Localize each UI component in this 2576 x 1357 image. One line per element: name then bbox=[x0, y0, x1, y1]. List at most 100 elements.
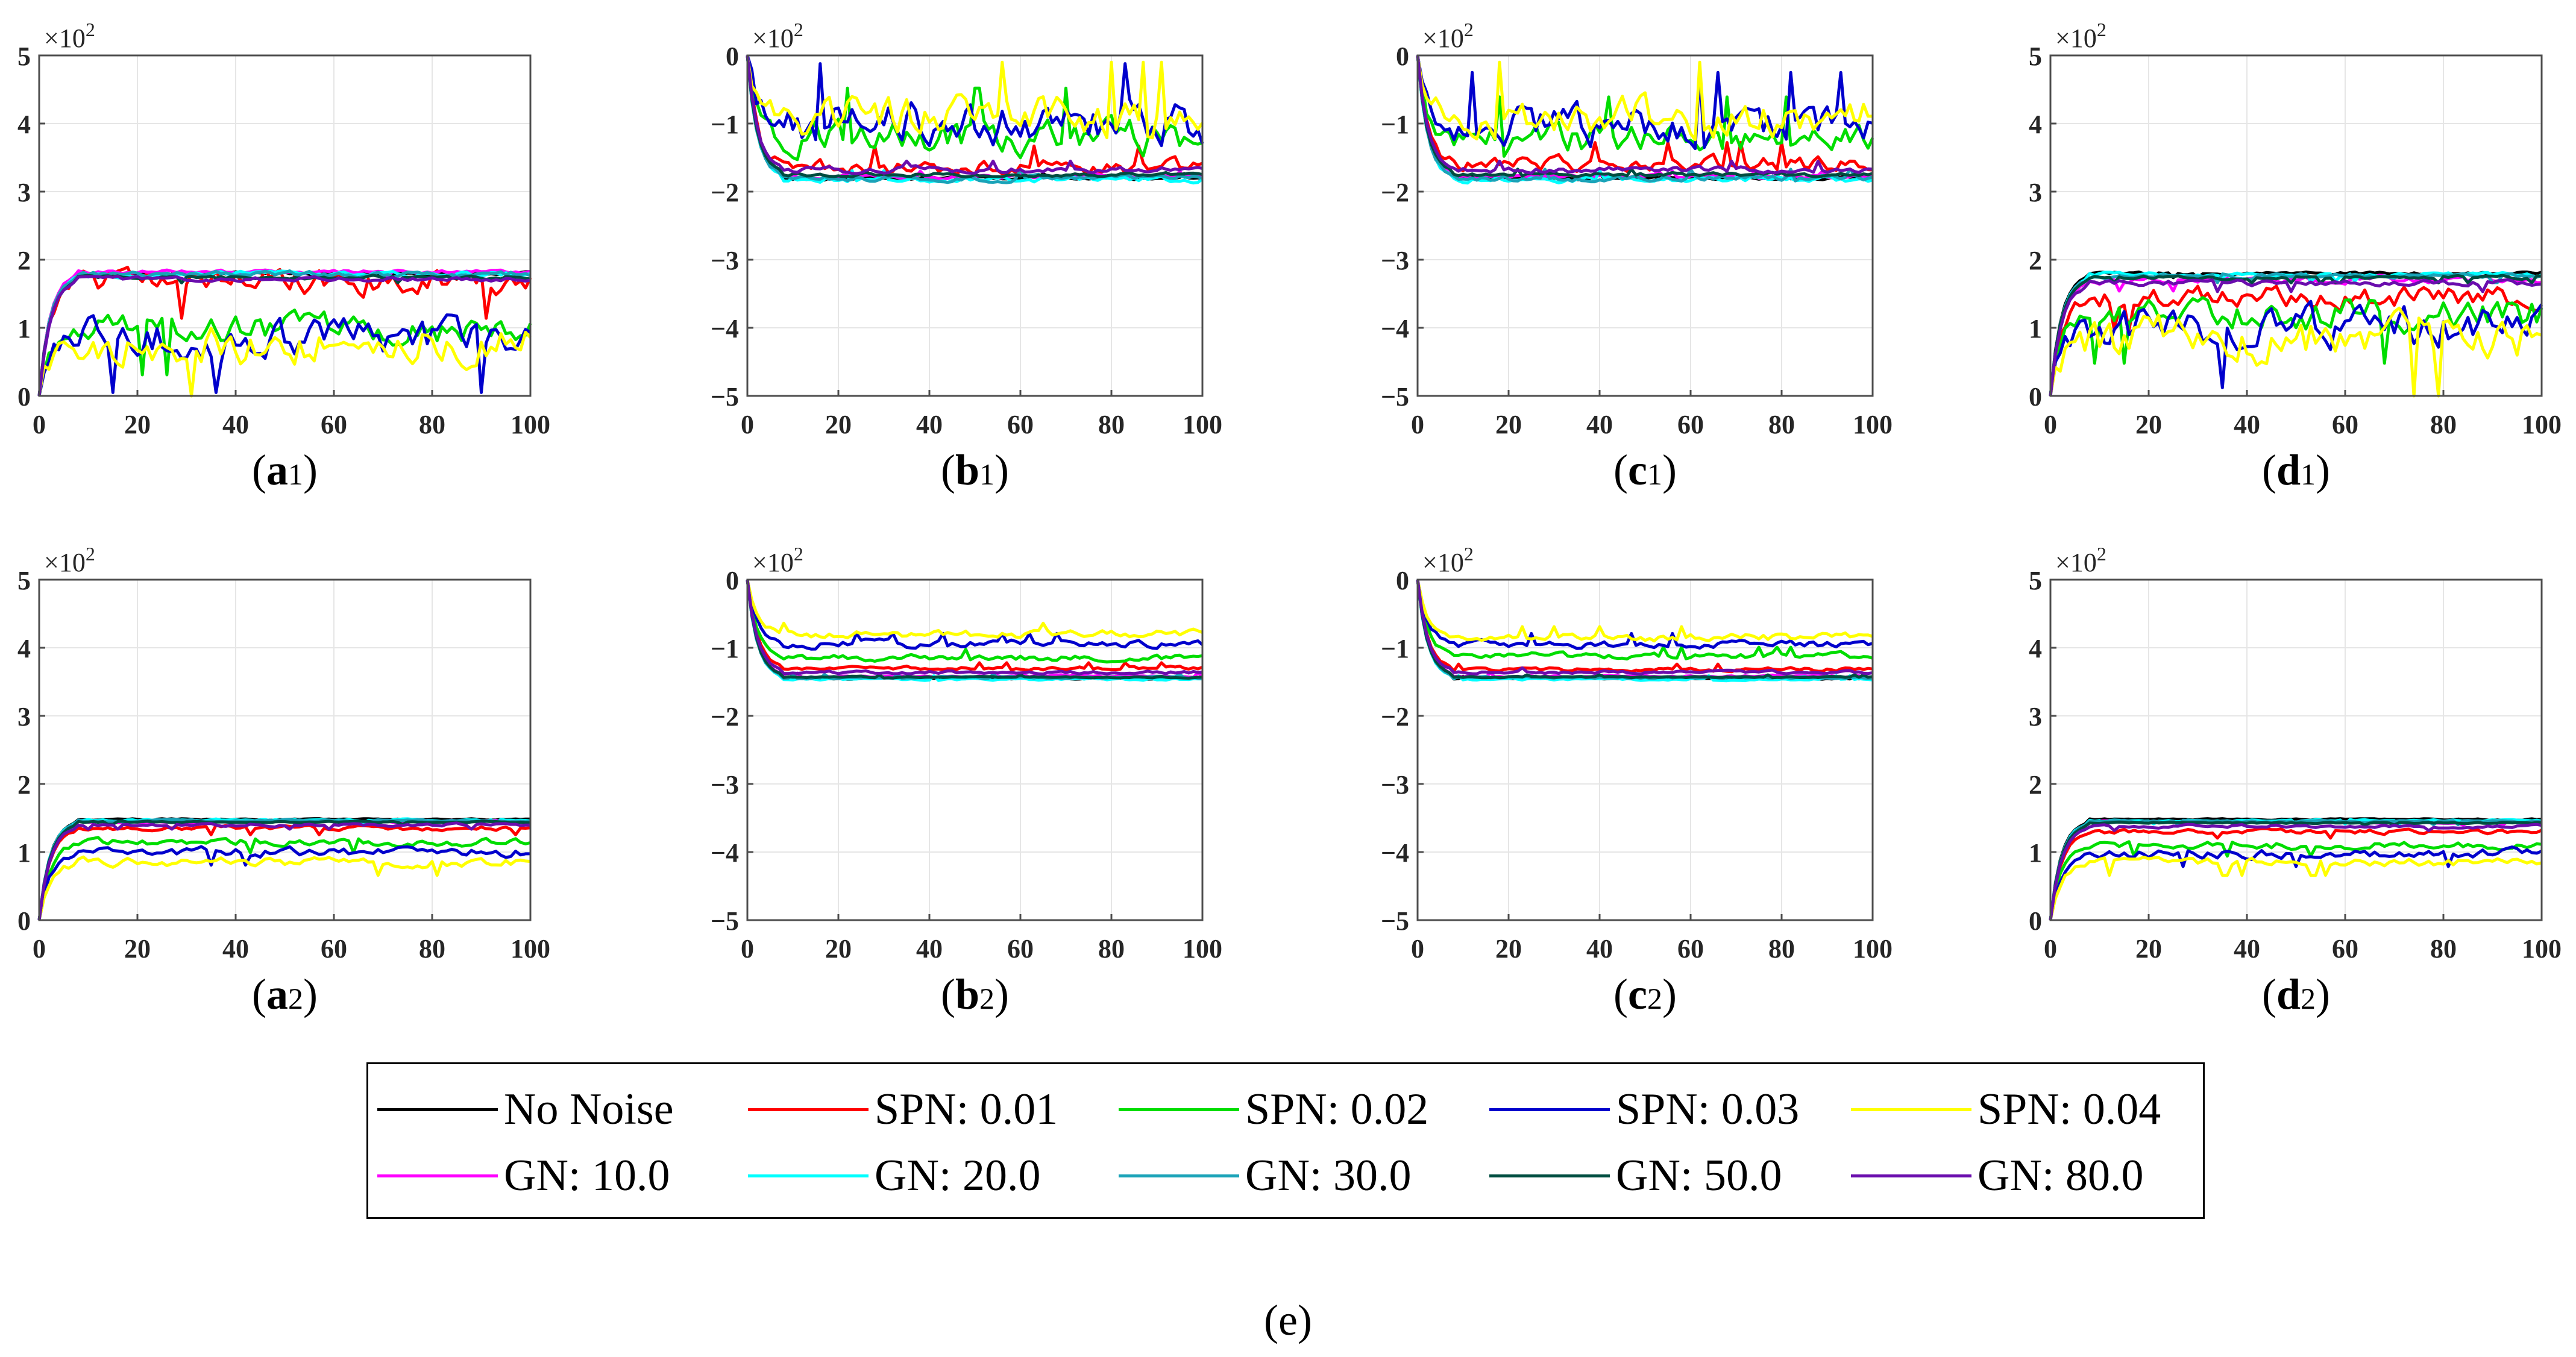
y-tick-label: 4 bbox=[2029, 110, 2042, 139]
legend-label: GN: 30.0 bbox=[1245, 1150, 1412, 1200]
legend-line bbox=[377, 1108, 498, 1111]
y-tick-label: −3 bbox=[711, 770, 739, 800]
legend-item: SPN: 0.04 bbox=[1851, 1079, 2161, 1139]
panel-label-d2: (d2) bbox=[2206, 970, 2387, 1020]
axes-frame bbox=[1416, 578, 1874, 921]
y-tick-label: −5 bbox=[711, 906, 739, 936]
series-line-10 bbox=[37, 821, 530, 921]
paren: ) bbox=[2316, 446, 2330, 494]
exponent-power: 2 bbox=[794, 19, 803, 40]
x-tick-label: 0 bbox=[1411, 934, 1424, 964]
x-tick-label: 20 bbox=[124, 934, 151, 964]
axis-exponent-label: ×102 bbox=[752, 543, 803, 577]
exponent-power: 2 bbox=[86, 543, 95, 565]
series-line-5 bbox=[1416, 579, 1873, 643]
series-line-2 bbox=[37, 266, 532, 396]
series-line-10 bbox=[2049, 278, 2542, 396]
legend-label: GN: 50.0 bbox=[1616, 1150, 1782, 1200]
paren: ( bbox=[252, 970, 266, 1018]
series-line-4 bbox=[37, 845, 530, 921]
paren: ( bbox=[2261, 446, 2276, 494]
paren: ) bbox=[1662, 446, 1677, 494]
y-tick-label: 4 bbox=[17, 634, 31, 663]
y-tick-label: −2 bbox=[1381, 702, 1409, 732]
y-tick-label: −1 bbox=[711, 110, 739, 139]
series-line-7 bbox=[1416, 579, 1873, 683]
series-line-5 bbox=[746, 579, 1203, 639]
y-tick-label: 5 bbox=[17, 42, 31, 71]
figure-caption: (e) bbox=[1264, 1296, 1312, 1344]
x-tick-label: 100 bbox=[1183, 934, 1222, 964]
legend-item: GN: 20.0 bbox=[748, 1145, 1040, 1206]
x-tick-label: 20 bbox=[2135, 934, 2162, 964]
legend-line bbox=[1851, 1108, 1971, 1111]
panel-letter: b bbox=[955, 970, 980, 1018]
legend-line bbox=[1851, 1174, 1971, 1177]
y-tick-label: 2 bbox=[2029, 246, 2042, 275]
legend-line bbox=[748, 1174, 869, 1177]
x-tick-label: 20 bbox=[825, 934, 852, 964]
panel-label-b1: (b1) bbox=[885, 445, 1066, 495]
exponent-base: ×10 bbox=[1422, 24, 1464, 53]
paren: ( bbox=[1613, 970, 1629, 1018]
panel-letter: a bbox=[266, 446, 288, 494]
panel-letter: d bbox=[2276, 446, 2301, 494]
x-tick-label: 100 bbox=[510, 934, 550, 964]
series-line-5 bbox=[37, 327, 532, 398]
series-line-5 bbox=[746, 55, 1204, 140]
series-line-8 bbox=[746, 579, 1203, 680]
series-line-10 bbox=[1416, 579, 1873, 676]
legend-item: GN: 50.0 bbox=[1489, 1145, 1782, 1206]
y-tick-label: 2 bbox=[17, 246, 31, 275]
x-tick-label: 60 bbox=[1007, 934, 1034, 964]
series-line-5 bbox=[37, 855, 531, 921]
series-line-9 bbox=[1416, 579, 1873, 680]
series-line-4 bbox=[2049, 845, 2542, 921]
y-tick-label: 2 bbox=[2029, 770, 2042, 800]
x-tick-label: 100 bbox=[2522, 934, 2562, 964]
series-line-6 bbox=[1416, 579, 1873, 679]
y-tick-label: 1 bbox=[17, 838, 31, 868]
y-tick-label: 3 bbox=[2029, 178, 2042, 207]
axes-frame bbox=[746, 54, 1204, 397]
panel-subscript: 2 bbox=[979, 982, 995, 1015]
y-tick-label: −4 bbox=[1381, 838, 1409, 868]
paren: ) bbox=[1662, 970, 1677, 1018]
y-tick-label: −2 bbox=[711, 178, 739, 207]
x-tick-label: 60 bbox=[1677, 410, 1704, 439]
axis-exponent-label: ×102 bbox=[44, 19, 95, 53]
y-tick-label: 4 bbox=[17, 110, 31, 139]
exponent-base: ×10 bbox=[1422, 548, 1464, 577]
paren: ( bbox=[940, 446, 955, 494]
x-tick-label: 0 bbox=[2044, 410, 2057, 439]
exponent-power: 2 bbox=[86, 19, 95, 40]
exponent-base: ×10 bbox=[2055, 24, 2097, 53]
series-line-10 bbox=[1416, 55, 1873, 175]
panel-label-b2: (b2) bbox=[885, 970, 1066, 1020]
x-tick-label: 40 bbox=[916, 410, 943, 439]
series-line-1 bbox=[1416, 579, 1873, 681]
series-line-1 bbox=[37, 817, 531, 921]
y-tick-label: −4 bbox=[711, 838, 739, 868]
series-line-4 bbox=[1416, 579, 1873, 650]
legend-item: GN: 10.0 bbox=[377, 1145, 670, 1206]
paren: ( bbox=[1613, 446, 1629, 494]
x-tick-label: 60 bbox=[2332, 410, 2358, 439]
series-line-5 bbox=[2049, 306, 2542, 398]
y-tick-label: 2 bbox=[17, 770, 31, 800]
series-line-4 bbox=[37, 313, 532, 396]
axis-exponent-label: ×102 bbox=[2055, 543, 2106, 577]
panel-letter: c bbox=[1628, 970, 1647, 1018]
panel-subscript: 2 bbox=[2301, 982, 2316, 1015]
paren: ) bbox=[994, 970, 1009, 1018]
series-line-1 bbox=[746, 579, 1202, 681]
exponent-power: 2 bbox=[1464, 543, 1474, 565]
panel-label-d1: (d1) bbox=[2206, 445, 2387, 495]
series-line-9 bbox=[2049, 820, 2542, 921]
panel-subscript: 1 bbox=[2301, 457, 2316, 491]
legend-item: SPN: 0.03 bbox=[1489, 1079, 1799, 1139]
